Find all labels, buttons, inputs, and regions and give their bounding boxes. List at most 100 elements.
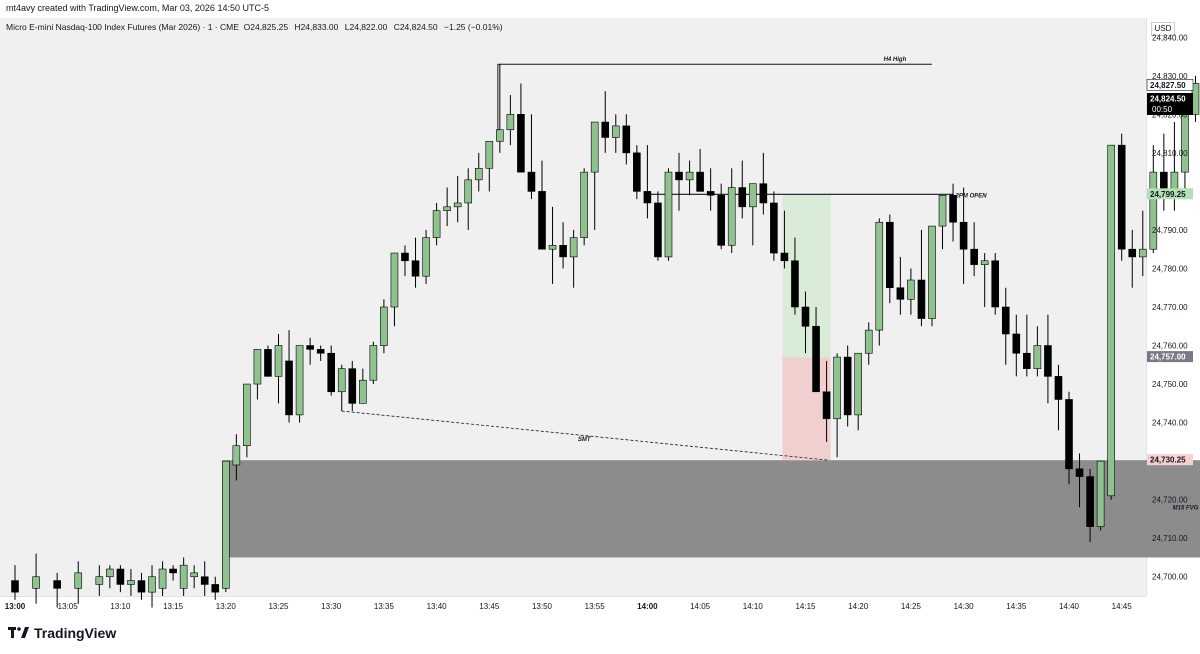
time-tick-label: 13:55	[585, 602, 606, 611]
candle-body	[253, 349, 262, 385]
time-tick-label: 14:25	[901, 602, 922, 611]
price-tick-label: 24,840.00	[1152, 33, 1188, 42]
time-tick-label: 13:15	[163, 602, 184, 611]
candle-body	[274, 345, 283, 377]
footer	[0, 616, 1200, 654]
candle-body	[896, 287, 905, 300]
candle-body	[517, 114, 525, 173]
candle-body	[53, 580, 61, 589]
candle-body	[759, 183, 768, 204]
candle-body	[569, 237, 578, 258]
candle-body	[1128, 248, 1137, 258]
candle-body	[822, 391, 831, 420]
candle-body	[316, 349, 325, 354]
candle-body	[327, 352, 336, 393]
price-tag-label: 24,757.00	[1150, 353, 1186, 362]
candle-body	[559, 245, 567, 258]
legend-low: L24,822.00	[344, 22, 388, 32]
time-tick-label: 13:35	[374, 602, 395, 611]
candle-body	[1149, 171, 1158, 250]
candle-body	[717, 194, 725, 246]
h4-high-label: H4 High	[884, 57, 907, 63]
candle-body	[622, 125, 631, 154]
candle-body	[306, 345, 314, 350]
candle-body	[485, 141, 494, 169]
price-tick-label: 24,810.00	[1152, 149, 1188, 158]
price-tick-label: 24,740.00	[1152, 419, 1188, 428]
candle-body	[11, 580, 19, 593]
candle-body	[601, 121, 610, 138]
time-tick-label: 14:20	[848, 602, 869, 611]
time-tick-label: 14:35	[1006, 602, 1027, 611]
candle-body	[169, 568, 177, 574]
time-axis[interactable]	[0, 596, 1146, 617]
candle-body	[664, 171, 673, 258]
instrument-title: Micro E-mini Nasdaq-100 Index Futures (M…	[6, 22, 239, 32]
candle-body	[443, 206, 451, 211]
symbol-legend: Micro E-mini Nasdaq-100 Index Futures (M…	[6, 22, 507, 32]
price-tick-label: 24,720.00	[1152, 496, 1188, 505]
price-tick-label: 24,700.00	[1152, 573, 1188, 582]
candle-body	[980, 260, 989, 265]
candle-body	[675, 171, 683, 181]
tradingview-logo-icon	[8, 627, 29, 638]
candle-body	[190, 572, 198, 578]
candle-body	[538, 191, 546, 250]
candle-body	[801, 306, 810, 327]
candle-body	[1001, 306, 1010, 335]
candle-body	[95, 576, 104, 585]
take-profit-zone	[782, 194, 831, 358]
candle-body	[179, 564, 188, 589]
candle-body	[1023, 352, 1031, 369]
candle-body	[791, 260, 799, 308]
candle-body	[432, 210, 441, 238]
candle-body	[148, 576, 156, 593]
candle-body	[780, 252, 789, 262]
candle-body	[949, 194, 957, 223]
candle-body	[1075, 468, 1084, 477]
price-tag-label: 24,730.25	[1150, 456, 1186, 465]
candle-body	[748, 183, 757, 208]
candle-body	[1107, 144, 1115, 497]
candle-body	[464, 179, 473, 204]
candle-body	[359, 379, 367, 404]
candle-body	[506, 114, 515, 131]
pm-open-label: 2PM OPEN	[955, 193, 988, 199]
candle-body	[243, 383, 251, 447]
tradingview-logo[interactable]: TradingView	[8, 625, 116, 641]
fvg-zone	[222, 460, 1200, 558]
candle-body	[654, 202, 662, 258]
candle-body	[843, 356, 852, 416]
candle-body	[928, 225, 936, 319]
price-tick-label: 24,710.00	[1152, 534, 1188, 543]
currency-button[interactable]: USD	[1151, 22, 1175, 36]
candle-body	[295, 345, 304, 416]
price-tag	[1147, 454, 1193, 466]
time-tick-label: 13:30	[321, 602, 342, 611]
candle-body	[32, 576, 40, 589]
candle-body	[706, 191, 715, 196]
time-tick-label: 13:45	[479, 602, 500, 611]
candle-body	[453, 202, 462, 208]
time-tick-label: 14:45	[1112, 602, 1133, 611]
price-tick-label: 24,790.00	[1152, 226, 1188, 235]
candle-body	[1044, 345, 1052, 377]
top-bar: mt4avy created with TradingView.com, Mar…	[0, 0, 1200, 18]
time-tick-label: 14:00	[637, 602, 658, 611]
candle-body	[106, 568, 114, 578]
candle-body	[991, 260, 1000, 308]
candle-body	[264, 349, 272, 377]
time-tick-label: 13:25	[268, 602, 289, 611]
legend-high: H24,833.00	[294, 22, 339, 32]
candle-body	[611, 125, 620, 138]
candle-body	[959, 221, 968, 250]
smt-line	[341, 410, 829, 461]
time-tick-label: 14:40	[1059, 602, 1080, 611]
candle-body	[770, 202, 778, 254]
candle-body	[590, 121, 599, 173]
time-tick-label: 14:15	[795, 602, 816, 611]
candle-body	[1086, 476, 1094, 527]
candle-body	[643, 191, 652, 204]
price-tag	[1146, 79, 1194, 91]
